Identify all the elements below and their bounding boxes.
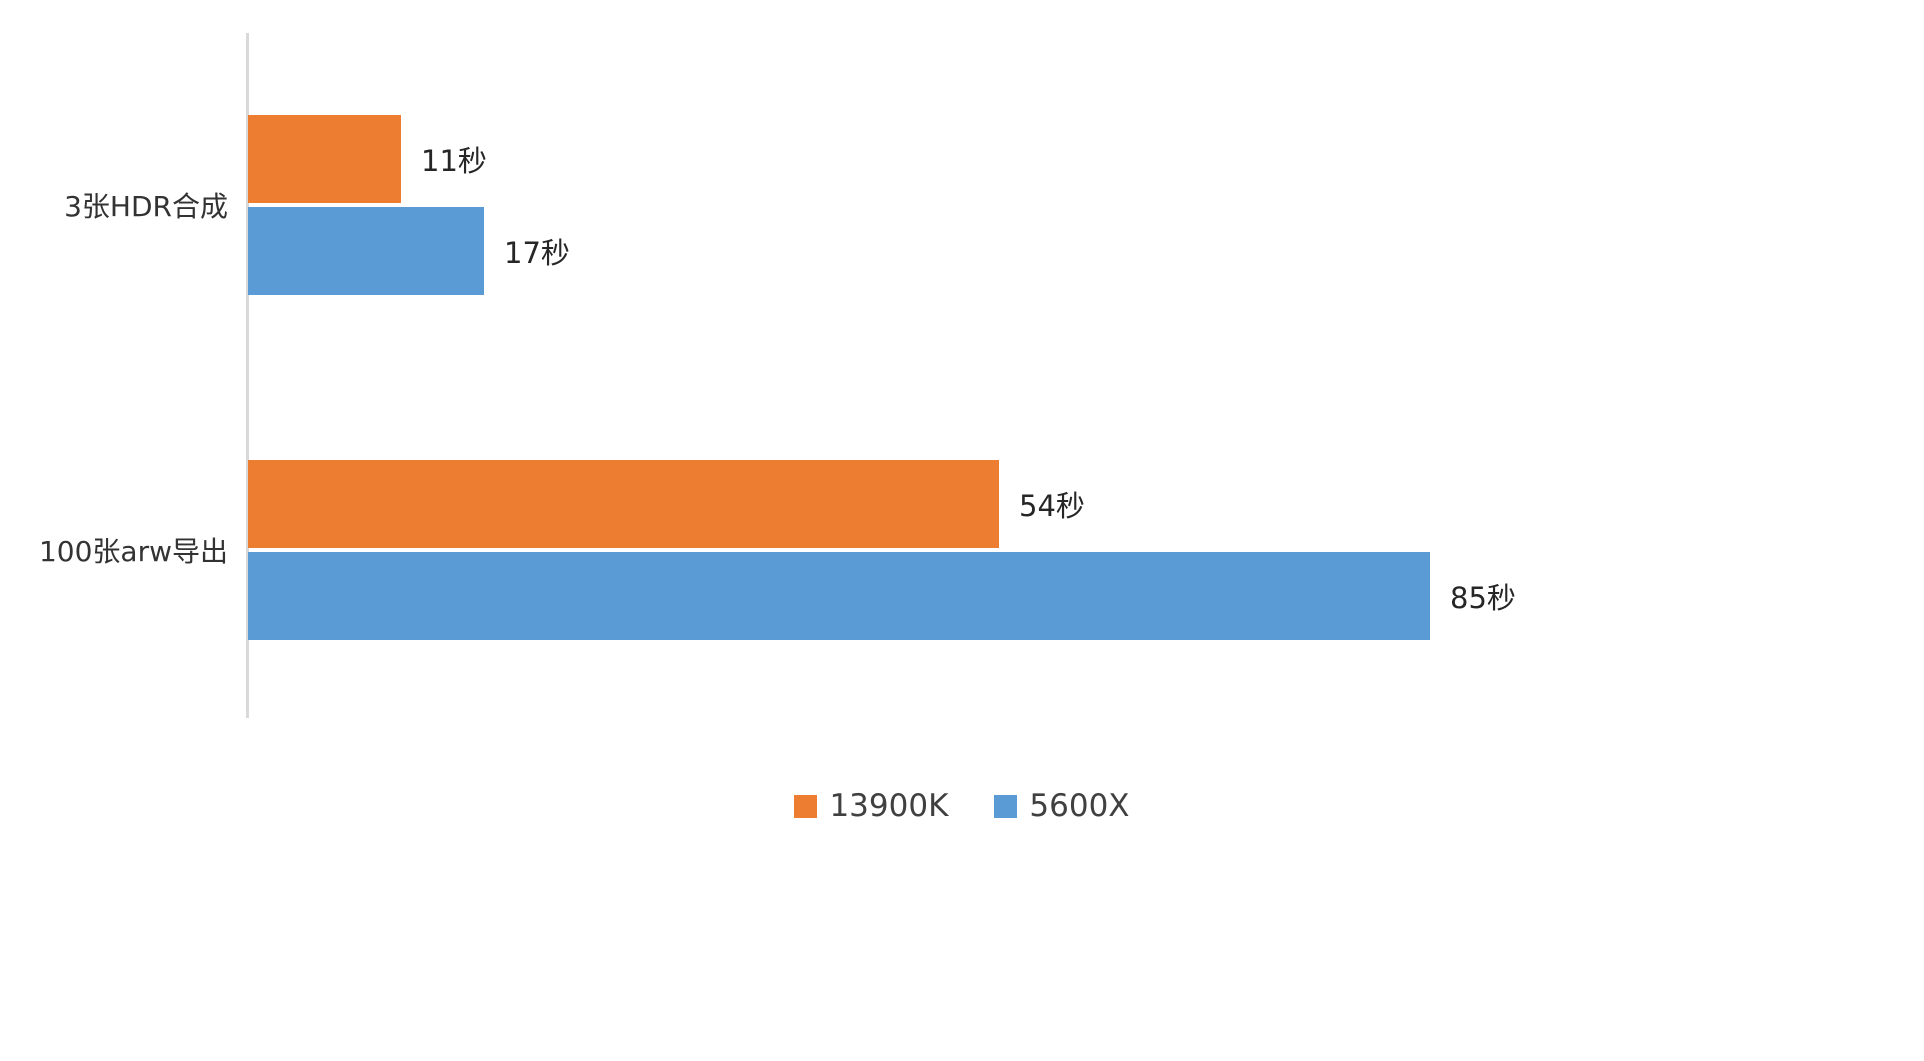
legend-item-5600X: 5600X: [994, 788, 1130, 824]
bar-data-label: 54秒: [1019, 489, 1085, 523]
legend-swatch-icon: [794, 794, 818, 818]
bar-data-label: 17秒: [504, 236, 570, 270]
category-label: 3张HDR合成: [64, 190, 228, 223]
legend-label: 5600X: [1029, 788, 1130, 824]
bar-5600X-0: [248, 207, 484, 295]
bar-13900K-1: [248, 460, 999, 548]
category-label: 100张arw导出: [38, 535, 228, 568]
legend-label: 13900K: [829, 788, 949, 824]
bar-13900K-0: [248, 115, 401, 203]
bar-data-label: 11秒: [421, 144, 487, 178]
legend: 13900K 5600X: [0, 788, 1924, 824]
legend-swatch-icon: [994, 794, 1018, 818]
legend-item-13900K: 13900K: [794, 788, 948, 824]
bar-data-label: 85秒: [1450, 581, 1516, 615]
bar-5600X-1: [248, 552, 1430, 640]
y-axis-line: [246, 33, 249, 718]
